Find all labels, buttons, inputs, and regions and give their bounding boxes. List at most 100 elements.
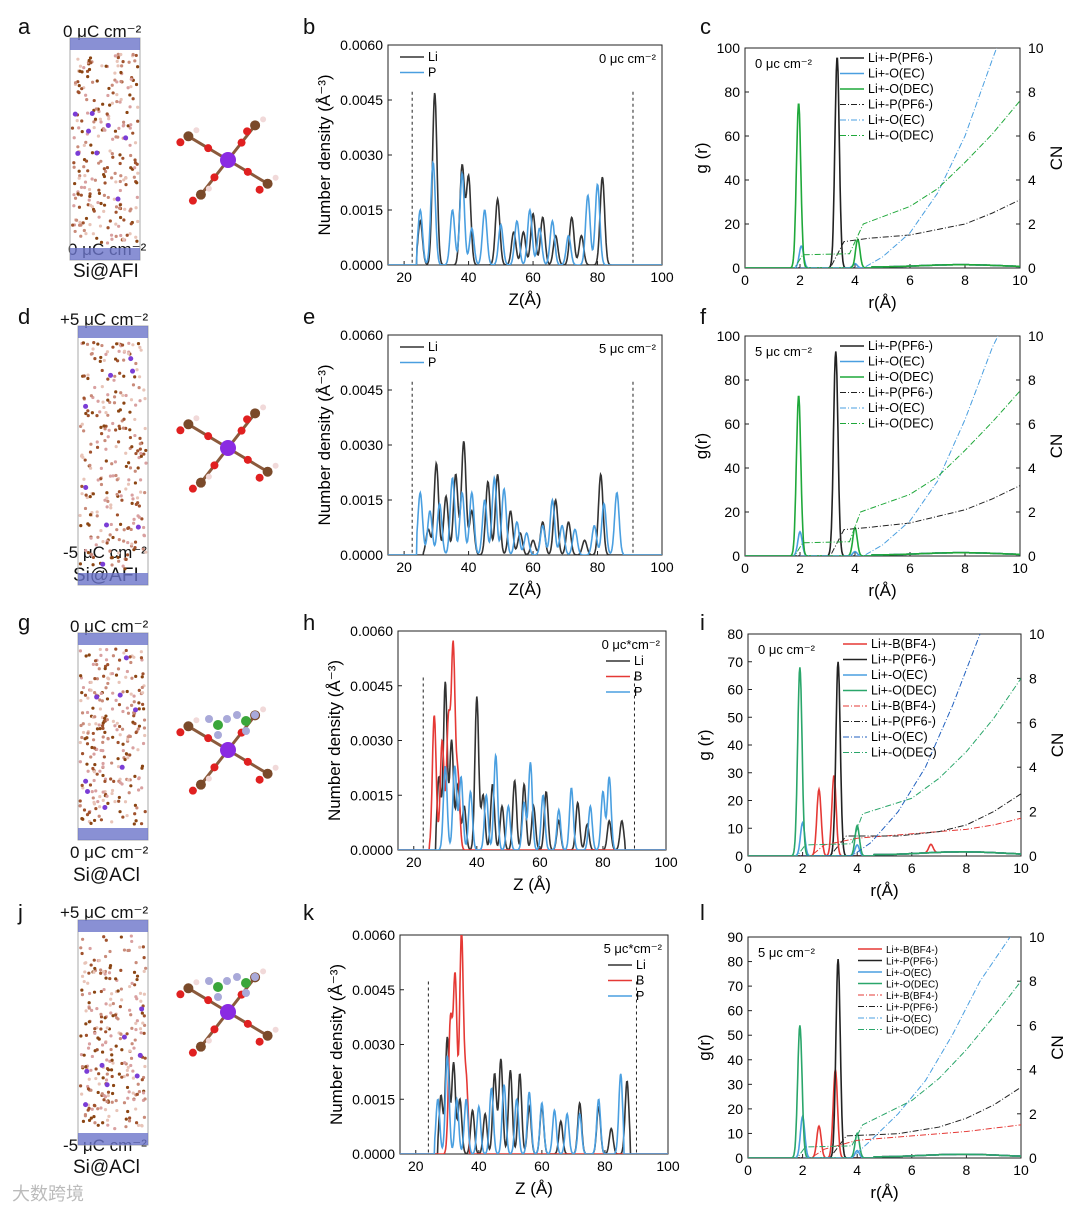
watermark: 大数跨境 — [12, 1184, 84, 1204]
atom — [113, 1127, 117, 1131]
atom — [96, 134, 101, 138]
atom — [133, 141, 138, 145]
atom — [85, 710, 90, 715]
atom — [143, 426, 147, 431]
chart-h: 20 40 60 80 100 0.0000 0.0015 0.0030 0.0045 0.006… — [325, 623, 678, 894]
atom — [93, 117, 98, 121]
y-tick-label: 0 — [732, 548, 740, 564]
fluorine-atom — [205, 977, 213, 985]
atom — [86, 551, 90, 555]
atom — [143, 491, 147, 495]
atom — [141, 547, 145, 551]
atom — [110, 152, 114, 156]
atom — [127, 791, 131, 795]
atom — [81, 722, 85, 726]
x-tick-label: 0 — [744, 860, 752, 876]
cn-line-Li+-P(PF6-) — [745, 485, 1020, 556]
atom — [106, 398, 110, 402]
atom — [94, 1076, 98, 1081]
atom — [89, 1116, 93, 1120]
atom — [118, 161, 122, 166]
atom — [86, 696, 90, 700]
atom — [139, 490, 143, 494]
atom — [95, 1048, 99, 1052]
atom — [142, 726, 147, 730]
atom — [93, 762, 97, 767]
atom — [81, 937, 85, 941]
x-tick-label: 0 — [744, 1162, 752, 1178]
atom — [84, 140, 88, 144]
oxygen-atom — [243, 757, 252, 766]
atom — [140, 764, 145, 768]
atom — [124, 176, 128, 180]
atom — [109, 233, 114, 237]
y2-tick-label: 4 — [1028, 172, 1036, 188]
atom — [84, 1065, 88, 1069]
atom — [142, 452, 146, 456]
atom — [134, 361, 138, 366]
atom — [99, 691, 103, 696]
atom — [142, 388, 146, 392]
charge-top-label: 0 μC cm⁻² — [70, 617, 149, 636]
structure-name: Si@ACl — [73, 865, 140, 886]
atom — [108, 149, 112, 153]
atom — [94, 107, 98, 111]
y-tick-label: 70 — [727, 978, 743, 994]
x-tick-label: 60 — [532, 854, 548, 870]
y2-tick-label: 6 — [1028, 128, 1036, 144]
atom — [104, 976, 108, 980]
atom — [80, 422, 84, 426]
atom — [99, 748, 103, 753]
x-axis-label: r(Å) — [868, 293, 896, 312]
atom — [142, 718, 147, 722]
atom — [78, 220, 82, 224]
atom — [106, 1068, 111, 1072]
atom — [131, 497, 135, 501]
atom — [82, 228, 86, 233]
atom — [82, 979, 86, 984]
atom — [137, 1090, 142, 1094]
atom — [120, 727, 125, 731]
atom — [79, 1053, 84, 1057]
atom — [78, 760, 82, 764]
y-tick-label: 0.0045 — [352, 982, 395, 998]
panel-letter-l: l — [700, 900, 705, 925]
legend-label: Li+-O(EC) — [886, 968, 931, 979]
atom — [117, 126, 121, 130]
atom — [98, 224, 103, 228]
atom — [142, 1115, 147, 1119]
atom — [103, 1016, 107, 1020]
boron-atom — [213, 720, 223, 730]
legend-label: P — [428, 356, 436, 370]
atom — [84, 1009, 88, 1013]
y-tick-label: 0 — [735, 1150, 743, 1166]
atom — [131, 131, 135, 135]
si-electrode-top — [78, 633, 148, 645]
atom — [142, 956, 146, 960]
atom — [90, 177, 94, 181]
atom — [118, 724, 122, 729]
carbon-atom — [195, 779, 206, 790]
atom — [131, 1069, 135, 1073]
y2-tick-label: 0 — [1029, 848, 1037, 864]
oxygen-atom — [237, 426, 246, 435]
atom — [110, 707, 115, 711]
li-ion — [84, 1068, 90, 1074]
atom — [133, 812, 137, 816]
hydrogen-atom — [260, 404, 267, 411]
atom — [110, 556, 114, 560]
atom — [110, 1091, 115, 1096]
atom — [102, 1098, 106, 1102]
charge-top-label: +5 μC cm⁻² — [60, 310, 149, 329]
cn-line-Li+-B(BF4-) — [748, 1124, 1021, 1158]
atom — [129, 934, 133, 938]
atom — [111, 1001, 115, 1006]
atom — [112, 197, 116, 201]
series-line-Li+-O(EC) — [748, 1114, 1021, 1158]
atom — [134, 1027, 138, 1032]
atom — [91, 555, 96, 560]
atom — [97, 191, 102, 195]
atom — [108, 976, 112, 981]
y-tick-label: 0.0045 — [340, 92, 383, 108]
y-tick-label: 20 — [724, 216, 740, 232]
